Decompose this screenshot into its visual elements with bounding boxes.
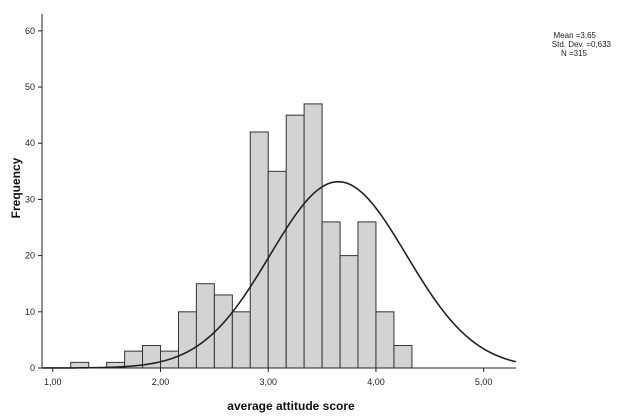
histogram-bar xyxy=(177,311,197,369)
stats-std-dev-text: Std. Dev. =0,633 xyxy=(552,40,612,49)
y-tick-label: 20 xyxy=(25,251,35,261)
y-tick-label: 50 xyxy=(25,82,35,92)
histogram-bar xyxy=(357,221,377,369)
histogram-bar xyxy=(231,311,251,369)
x-tick-label: 1,00 xyxy=(44,377,62,387)
y-tick-label: 40 xyxy=(25,138,35,148)
histogram-bar xyxy=(321,221,341,369)
x-tick-label: 4,00 xyxy=(367,377,385,387)
histogram-bar xyxy=(267,170,287,369)
histogram-bar xyxy=(339,255,359,369)
histogram-bar xyxy=(303,103,323,369)
histogram-bar xyxy=(195,283,215,369)
x-ticks-group: 1,00 2,00 3,00 4,00 5,00 xyxy=(44,368,492,387)
histogram-bar xyxy=(375,311,395,369)
x-tick-label: 2,00 xyxy=(152,377,170,387)
bars-group xyxy=(70,103,413,369)
y-tick-label: 0 xyxy=(30,363,35,373)
y-tick-label: 60 xyxy=(25,26,35,36)
y-tick-label: 30 xyxy=(25,194,35,204)
x-tick-label: 5,00 xyxy=(475,377,493,387)
stats-n-text: N =315 xyxy=(561,49,588,58)
histogram-bar xyxy=(393,345,413,369)
normal-curve-line xyxy=(41,180,517,369)
stats-mean-text: Mean =3,65 xyxy=(554,31,597,40)
y-axis-title: Frequency xyxy=(9,157,23,218)
x-tick-label: 3,00 xyxy=(259,377,277,387)
y-tick-label: 10 xyxy=(25,307,35,317)
x-axis-title: average attitude score xyxy=(227,399,355,413)
histogram-bar xyxy=(249,131,269,369)
histogram-bar xyxy=(213,294,233,369)
histogram-bar xyxy=(285,114,305,369)
y-ticks-group: 0 10 20 30 40 50 60 xyxy=(25,26,42,373)
